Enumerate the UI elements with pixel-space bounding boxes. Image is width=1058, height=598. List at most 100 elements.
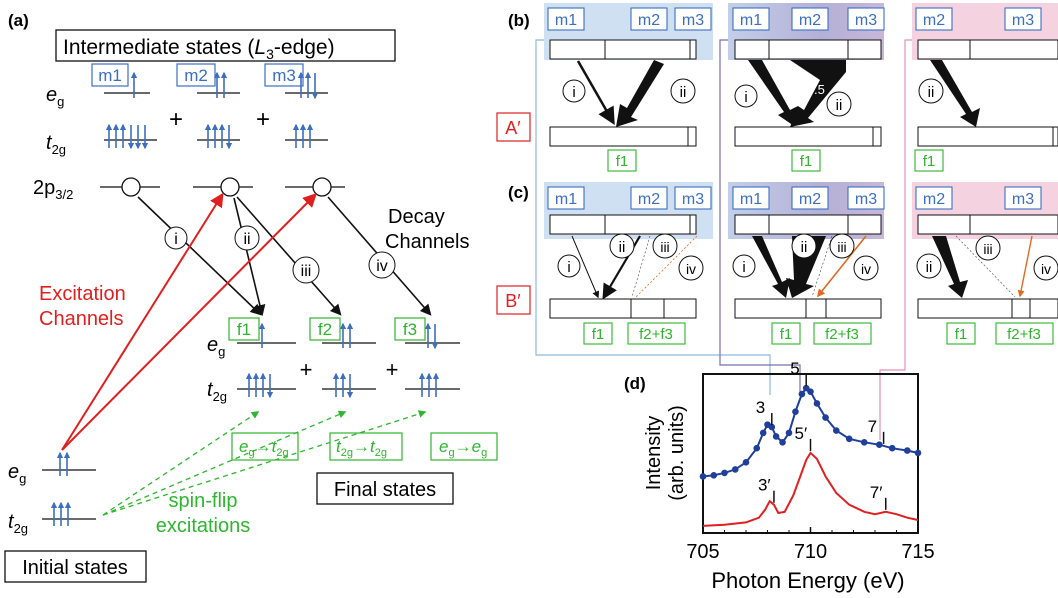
spin-flip-line1: spin-flip [169,490,238,512]
channel-ii-a [234,225,260,251]
series-0-point [888,444,896,452]
panel-b-label: (b) [508,11,530,30]
b2-circle-i [734,84,758,108]
core-hole-m1 [121,177,141,197]
chart-xlabel: Photon Energy (eV) [711,568,904,593]
series-0-point [785,429,793,437]
c3-circle-ii-label: ii [926,259,933,276]
chart-ylabel-line2: (arb. units) [666,405,688,501]
c2-f1-box [771,322,801,345]
c3-m2-box [915,186,953,210]
c1-arrow-iii [631,235,651,298]
series-0-point [779,439,786,446]
m1-label: m1 [98,66,122,85]
b2-m3-box [847,7,885,31]
c3-f23-box [995,322,1054,345]
b3-circle-ii [918,78,944,104]
series-0-point [860,439,868,446]
c1-circle-iii-label: iii [660,239,669,255]
b2-circle-ii-label: ii [836,97,843,114]
row-a-prime-label: A′ [505,118,521,138]
series-0-line [702,386,919,478]
row-b-prime-box [496,285,531,315]
initial-states-label: Initial states [22,557,128,579]
c2-m1-box [732,186,770,210]
plus-1: + [169,106,183,133]
series-0-point [759,429,767,437]
x-tick-label-2: 715 [901,541,934,563]
c2-circle-iii [829,233,855,259]
transition-eg-t2g-box [231,432,299,461]
b3-m2: m2 [923,12,945,29]
series-0-point [772,433,780,440]
core-level-label: 2p3/2 [33,177,73,202]
channel-iv-a [368,251,396,279]
channel-ii-a-label: ii [243,231,250,248]
b1-m1: m1 [555,12,577,29]
c1-circle-iii [652,233,678,259]
b2-f1-box [791,149,821,172]
series-0-point [807,388,814,395]
series-0-point [833,427,840,434]
b2-scale-label: ×0.5 [799,82,825,97]
m2-label: m2 [184,66,208,85]
c3-arrow-ii [932,236,968,298]
c2-bar-top [734,214,882,235]
plus-4: + [386,357,399,382]
c1-circle-ii [609,233,635,259]
c1-m2: m2 [638,191,660,208]
b2-bar-top [734,39,882,60]
c3-m3-box [1004,186,1042,210]
final-spins [245,322,440,399]
core-hole-m3 [312,177,332,197]
c1-f23-box [627,322,686,345]
b2-f1: f1 [800,153,813,170]
b1-m3: m3 [682,12,704,29]
series-0-point [914,449,922,457]
b2-m2-box [791,7,829,31]
t2g-label-initial: t2g [8,511,28,536]
series-0-point [699,473,707,480]
c2-circle-i [732,254,756,278]
c2-circle-iv [853,255,879,281]
panel-a: (a) Intermediate states (L3-edge) m1 m2 … [4,11,498,583]
c2-circle-i-label: i [742,259,745,276]
decay-channels-line2: Channels [385,231,470,253]
plus-2: + [256,106,270,133]
c1-m3: m3 [682,191,704,208]
spin-flip-arrows [102,410,427,516]
b3-bar-bottom [917,126,1058,147]
b2-m1: m1 [740,12,762,29]
b1-f1: f1 [616,153,629,170]
c2-circle-ii [791,233,817,259]
c1-circle-iv-label: iv [686,261,696,277]
c1-m1: m1 [555,191,577,208]
t2g-label-final: t2g [207,379,227,404]
final-states-box [316,472,454,505]
b2-arrow-i [748,60,798,126]
series-0-point [903,447,911,454]
connector-left [535,39,771,395]
b2-m3: m3 [855,12,877,29]
channel-iii-a-label: iii [301,263,312,280]
c3-f1: f1 [955,326,968,343]
c2-m3-box [847,186,885,210]
c1-m3-box [674,186,712,210]
c3-circle-iv-label: iv [1041,261,1051,277]
c3-bar-bottom [917,298,1058,319]
annotation-label-4: 5′ [795,424,808,443]
channel-i-a-label: i [174,231,178,248]
transition-eg-eg: eg→eg [439,437,487,459]
transition-t2g-t2g: t2g→t2g [336,437,387,459]
c2-m2: m2 [799,191,821,208]
row-b-prime-label: B′ [505,291,521,311]
c3-bar-top [917,214,1058,235]
decay-channels-line1: Decay [388,206,445,228]
initial-states-box [4,550,147,583]
c1-f1-box [583,322,613,345]
b3-circle-ii-label: ii [928,84,935,101]
chart-ylabel-line1: Intensity [643,416,665,490]
series-0-point [822,414,829,421]
c2-circle-ii-label: ii [801,239,808,256]
b2-bar-bottom [734,126,882,147]
